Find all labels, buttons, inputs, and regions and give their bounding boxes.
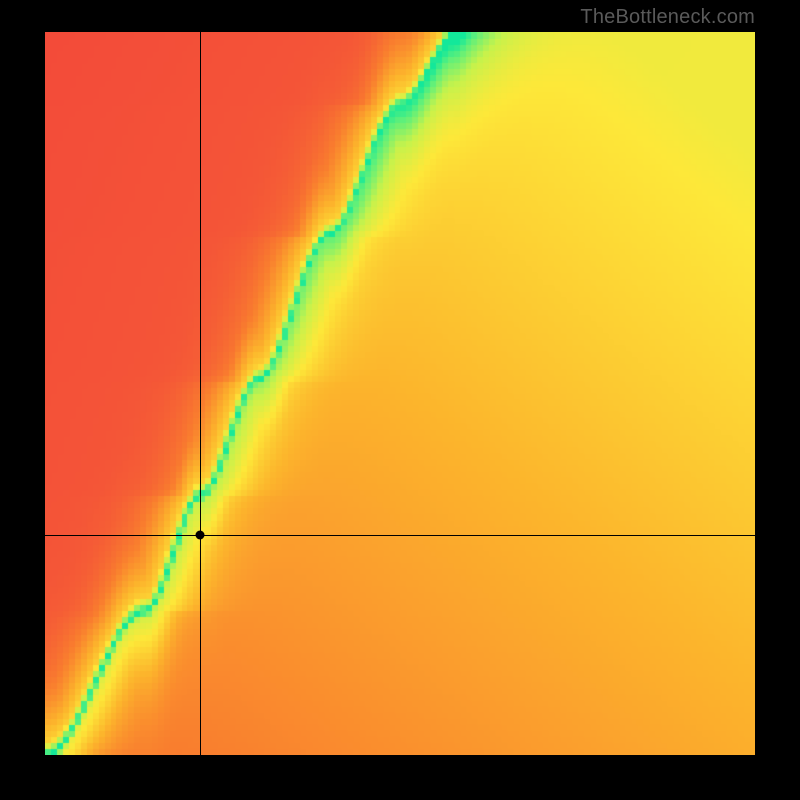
- watermark-text: TheBottleneck.com: [580, 6, 755, 29]
- heatmap-canvas: [45, 32, 755, 755]
- chart-frame: TheBottleneck.com: [0, 0, 800, 800]
